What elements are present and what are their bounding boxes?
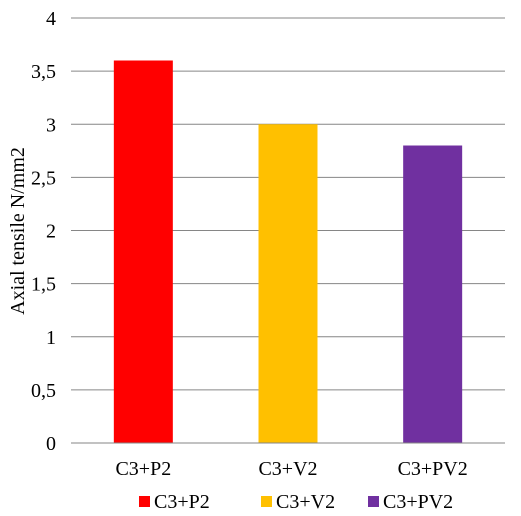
x-tick-labels: C3+P2 C3+V2 C3+PV2 bbox=[115, 458, 467, 480]
x-tick-label: C3+P2 bbox=[115, 458, 171, 480]
y-tick-label: 2,5 bbox=[31, 167, 56, 189]
legend-label: C3+P2 bbox=[154, 491, 210, 513]
y-tick-label: 3,5 bbox=[31, 61, 56, 83]
y-tick-label: 1,5 bbox=[31, 274, 56, 296]
y-tick-label: 2 bbox=[46, 221, 56, 243]
legend: C3+P2 C3+V2 C3+PV2 bbox=[139, 491, 453, 513]
bar-c3-pv2 bbox=[403, 145, 463, 443]
bar-c3-p2 bbox=[113, 60, 173, 443]
x-tick-label: C3+V2 bbox=[258, 458, 317, 480]
y-tick-labels: 0 0,5 1 1,5 2 2,5 3 3,5 4 bbox=[31, 8, 56, 455]
legend-swatch bbox=[139, 496, 150, 507]
bar-c3-v2 bbox=[258, 124, 318, 443]
y-tick-label: 3 bbox=[46, 114, 56, 136]
y-tick-label: 4 bbox=[46, 8, 56, 30]
x-tick-label: C3+PV2 bbox=[398, 458, 468, 480]
legend-label: C3+V2 bbox=[276, 491, 335, 513]
legend-swatch bbox=[261, 496, 272, 507]
y-axis-label: Axial tensile N/mm2 bbox=[7, 147, 29, 315]
y-tick-label: 1 bbox=[46, 327, 56, 349]
bars bbox=[113, 60, 463, 443]
legend-label: C3+PV2 bbox=[383, 491, 453, 513]
legend-swatch bbox=[368, 496, 379, 507]
y-tick-label: 0,5 bbox=[31, 380, 56, 402]
y-tick-label: 0 bbox=[46, 433, 56, 455]
